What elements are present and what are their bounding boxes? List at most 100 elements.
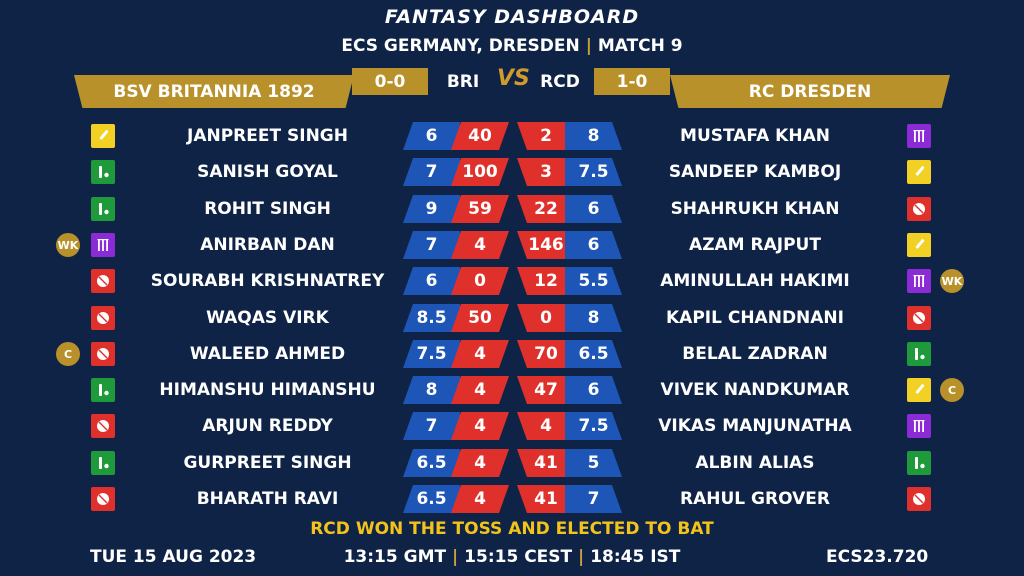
versus-icon: VS [497,66,530,91]
bat-icon [91,124,115,148]
team-right-record: 1-0 [594,68,670,95]
time-ist: 18:45 IST [590,547,681,567]
bat-icon [907,233,931,257]
subtitle-separator: | [585,36,592,56]
toss-result: RCD WON THE TOSS AND ELECTED TO BAT [310,519,714,539]
player-name-left: ROHIT SINGH [204,199,331,219]
table-row: WK ANIRBAN DAN 7 4 146 6 AZAM RAJPUT [0,229,1024,261]
match-date: TUE 15 AUG 2023 [90,547,257,567]
ball-icon [907,487,931,511]
left-points: 4 [451,412,509,440]
left-points: 40 [451,122,509,150]
match-subtitle: ECS GERMANY, DRESDEN | MATCH 9 [0,36,1024,56]
team-left-abbr: BRI [446,71,480,92]
player-name-right: AZAM RAJPUT [689,235,821,255]
event-name: ECS GERMANY, DRESDEN [341,36,580,56]
player-name-right: MUSTAFA KHAN [680,126,830,146]
table-row: SANISH GOYAL 7 100 3 7.5 SANDEEP KAMBOJ [0,156,1024,188]
table-row: BHARATH RAVI 6.5 4 41 7 RAHUL GROVER [0,483,1024,515]
ball-icon [91,306,115,330]
player-name-right: ALBIN ALIAS [695,453,815,473]
table-row: WAQAS VIRK 8.5 50 0 8 KAPIL CHANDNANI [0,302,1024,334]
table-row: SOURABH KRISHNATREY 6 0 12 5.5 AMINULLAH HAKI… [0,265,1024,297]
player-name-left: WAQAS VIRK [206,308,329,328]
player-name-left: ARJUN REDDY [202,416,333,436]
batball-icon [907,451,931,475]
stumps-icon [91,233,115,257]
player-name-left: GURPREET SINGH [183,453,352,473]
player-name-right: VIVEK NANDKUMAR [660,380,850,400]
left-points: 4 [451,485,509,513]
right-credit: 8 [565,122,622,150]
badge-icon: WK [940,269,964,293]
match-number: MATCH 9 [597,36,683,56]
table-row: ARJUN REDDY 7 4 4 7.5 VIKAS MANJUNATHA [0,410,1024,442]
right-credit: 6 [565,195,622,223]
table-row: GURPREET SINGH 6.5 4 41 5 ALBIN ALIAS [0,447,1024,479]
right-credit: 6 [565,231,622,259]
right-credit: 8 [565,304,622,332]
table-row: ROHIT SINGH 9 59 22 6 SHAHRUKH KHAN [0,193,1024,225]
left-points: 50 [451,304,509,332]
left-credit: 7.5 [403,340,460,368]
right-credit: 7 [565,485,622,513]
left-credit: 6 [403,267,460,295]
player-name-left: SANISH GOYAL [197,162,338,182]
time-separator: | [578,547,585,567]
team-left-banner: BSV BRITANNIA 1892 [74,75,354,108]
player-name-left: HIMANSHU HIMANSHU [159,380,376,400]
stumps-icon [907,124,931,148]
player-name-right: SHAHRUKH KHAN [670,199,840,219]
ball-icon [91,487,115,511]
badge-icon: WK [56,233,80,257]
right-credit: 7.5 [565,158,622,186]
left-credit: 8.5 [403,304,460,332]
table-row: JANPREET SINGH 6 40 2 8 MUSTAFA KHAN [0,120,1024,152]
left-points: 100 [451,158,509,186]
right-credit: 5.5 [565,267,622,295]
batball-icon [907,342,931,366]
batball-icon [91,197,115,221]
player-name-left: WALEED AHMED [189,344,346,364]
left-points: 0 [451,267,509,295]
batball-icon [91,451,115,475]
player-name-right: VIKAS MANJUNATHA [658,416,852,436]
ball-icon [91,414,115,438]
table-row: C WALEED AHMED 7.5 4 70 6.5 BELAL ZADRAN [0,338,1024,370]
right-credit: 7.5 [565,412,622,440]
team-right-banner: RC DRESDEN [670,75,950,108]
left-credit: 9 [403,195,460,223]
batball-icon [91,378,115,402]
time-cest: 15:15 CEST [464,547,573,567]
left-points: 4 [451,340,509,368]
left-points: 4 [451,376,509,404]
left-credit: 6.5 [403,485,460,513]
badge-icon: C [940,378,964,402]
left-credit: 7 [403,158,460,186]
match-times: 13:15 GMT | 15:15 CEST | 18:45 IST [0,547,1024,567]
match-code: ECS23.720 [826,547,929,567]
left-credit: 6.5 [403,449,460,477]
bat-icon [907,160,931,184]
left-credit: 7 [403,231,460,259]
player-name-left: ANIRBAN DAN [200,235,335,255]
ball-icon [91,269,115,293]
player-name-right: RAHUL GROVER [680,489,830,509]
ball-icon [907,306,931,330]
player-name-right: SANDEEP KAMBOJ [668,162,842,182]
player-name-right: KAPIL CHANDNANI [665,308,844,328]
bat-icon [907,378,931,402]
player-name-left: SOURABH KRISHNATREY [150,271,385,291]
left-points: 4 [451,231,509,259]
ball-icon [91,342,115,366]
team-right-abbr: RCD [540,71,580,92]
page-title: FANTASY DASHBOARD [384,6,640,28]
right-credit: 5 [565,449,622,477]
time-separator: | [452,547,459,567]
batball-icon [91,160,115,184]
badge-icon: C [56,342,80,366]
player-name-left: BHARATH RAVI [196,489,339,509]
left-credit: 7 [403,412,460,440]
left-points: 4 [451,449,509,477]
right-credit: 6.5 [565,340,622,368]
